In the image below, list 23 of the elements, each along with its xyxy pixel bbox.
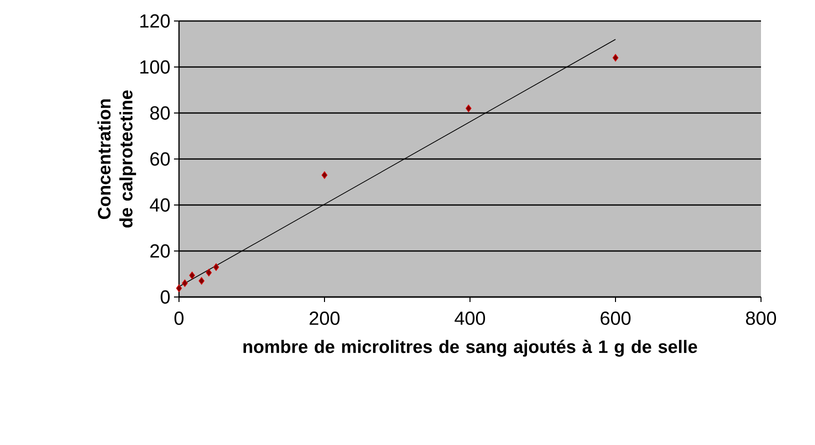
y-tick-label: 20 <box>150 244 170 258</box>
y-tick-label: 80 <box>150 106 170 120</box>
point <box>189 272 196 280</box>
y-tick-label: 100 <box>140 60 170 74</box>
y-tick-label: 60 <box>150 152 170 166</box>
x-tick-label: 800 <box>746 312 776 325</box>
x-axis-title: nombre de microlitres de sang ajoutés à 1 g de selle <box>243 340 698 357</box>
y-tick-label: 40 <box>150 198 170 212</box>
y-axis-title: Concentration de calprotectine <box>97 90 136 228</box>
x-tick-label: 400 <box>454 312 486 325</box>
point <box>198 277 204 285</box>
point <box>213 263 220 271</box>
x-tick-label: 0 <box>174 312 184 325</box>
y-tick-label: 0 <box>160 290 170 304</box>
point <box>466 104 472 112</box>
point <box>206 268 212 276</box>
point <box>182 279 188 287</box>
x-tick-label: 600 <box>600 312 631 325</box>
x-tick-label: 200 <box>310 312 340 325</box>
point <box>176 284 182 292</box>
y-tick-label: 120 <box>140 14 170 28</box>
point <box>322 171 328 179</box>
point <box>612 54 618 62</box>
